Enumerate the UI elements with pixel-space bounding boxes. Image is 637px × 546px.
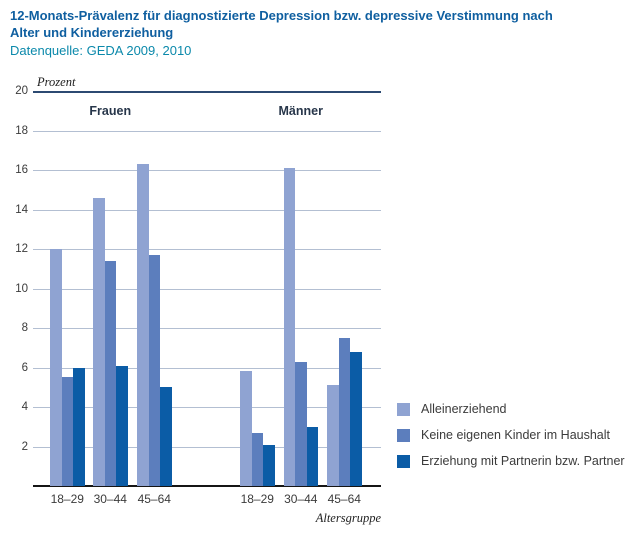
bar <box>283 168 295 486</box>
y-tick-label: 2 <box>21 440 28 453</box>
x-tick-label: 30–44 <box>93 492 127 506</box>
bar <box>306 426 318 486</box>
gridline <box>33 328 381 329</box>
x-tick-label: 45–64 <box>327 492 361 506</box>
panel-label-frauen: Frauen <box>89 104 132 118</box>
y-tick-label: 8 <box>21 322 28 334</box>
bar <box>251 432 263 486</box>
bar <box>338 337 350 486</box>
bar <box>295 361 307 486</box>
legend-item: Alleinerziehend <box>397 402 625 416</box>
gridline <box>33 249 381 250</box>
chart-title: 12-Monats-Prävalenz für diagnostizierte … <box>10 8 553 40</box>
panel-label-maenner: Männer <box>278 104 323 118</box>
bar <box>137 164 149 486</box>
x-tick-label: 18–29 <box>50 492 84 506</box>
plot-area: Prozent 2 4 6 8 10 12 14 16 18 20 Frauen 18–29 30–44… <box>15 75 381 506</box>
bar <box>350 351 362 486</box>
y-tick-label: 12 <box>15 243 28 255</box>
legend: Alleinerziehend Keine eigenen Kinder im H… <box>397 402 625 480</box>
bar <box>104 260 116 486</box>
y-tick-label: 10 <box>15 282 28 295</box>
x-tick-label: 18–29 <box>240 492 274 506</box>
bar <box>148 254 160 486</box>
bar <box>50 249 62 486</box>
gridline <box>33 288 381 290</box>
bar <box>263 444 275 486</box>
x-axis-line <box>33 485 381 487</box>
legend-swatch-icon <box>397 428 410 442</box>
y-axis-unit-label: Prozent <box>37 75 76 89</box>
bar <box>116 365 128 486</box>
y-tick-label: 4 <box>21 401 28 413</box>
x-tick-label: 30–44 <box>284 492 318 506</box>
bar <box>93 197 105 486</box>
legend-item: Erziehung mit Partnerin bzw. Partner <box>397 454 625 468</box>
gridline <box>33 170 381 171</box>
legend-item: Keine eigenen Kinder im Haushalt <box>397 428 625 442</box>
y-tick-label: 6 <box>21 361 28 374</box>
bar <box>73 367 85 486</box>
bar <box>240 371 252 486</box>
gridline <box>33 91 381 93</box>
legend-label: Keine eigenen Kinder im Haushalt <box>421 428 611 442</box>
data-source-label: Datenquelle: GEDA 2009, 2010 <box>10 43 192 58</box>
gridline <box>33 407 381 408</box>
bar <box>61 377 73 486</box>
y-tick-label: 20 <box>15 85 28 97</box>
y-tick-label: 18 <box>15 124 28 137</box>
legend-label: Erziehung mit Partnerin bzw. Partner <box>421 454 625 468</box>
bar <box>160 387 172 486</box>
x-tick-label: 45–64 <box>137 492 171 506</box>
y-tick-label: 14 <box>15 203 28 216</box>
gridline <box>33 209 381 211</box>
bar <box>327 385 339 486</box>
legend-swatch-icon <box>397 402 410 416</box>
legend-label: Alleinerziehend <box>421 402 507 416</box>
gridline <box>33 130 381 132</box>
y-tick-label: 16 <box>15 164 28 176</box>
gridline <box>33 367 381 369</box>
x-axis-label: Altersgruppe <box>315 511 381 525</box>
gridline <box>33 446 381 448</box>
legend-swatch-icon <box>397 454 410 468</box>
